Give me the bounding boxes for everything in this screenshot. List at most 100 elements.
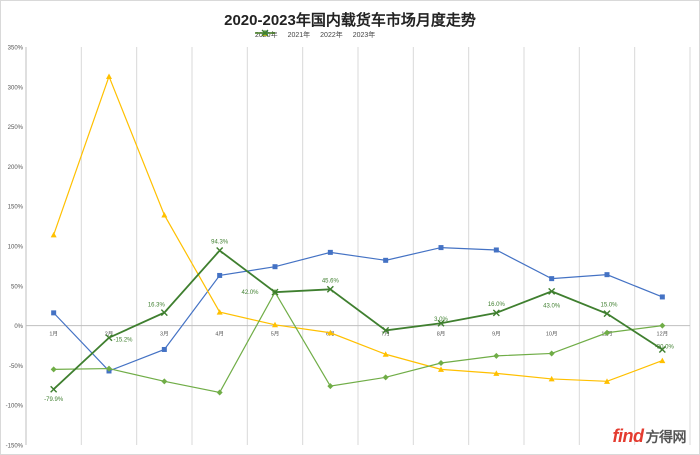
data-point bbox=[659, 357, 666, 364]
chart-legend: 2020年2021年2022年2023年 bbox=[255, 29, 375, 41]
data-point-stroke bbox=[105, 334, 113, 342]
data-point bbox=[106, 73, 112, 79]
data-point bbox=[161, 211, 168, 218]
data-point bbox=[493, 352, 500, 359]
watermark-logo-text: find bbox=[612, 426, 645, 446]
data-point bbox=[272, 264, 278, 270]
data-point bbox=[271, 288, 279, 296]
x-tick-label: 3月 bbox=[160, 331, 169, 338]
data-point-stroke bbox=[216, 247, 224, 255]
data-point bbox=[438, 245, 444, 251]
legend-label: 2021年 bbox=[287, 32, 311, 39]
data-point bbox=[216, 389, 223, 396]
data-point bbox=[492, 309, 500, 317]
y-tick-label: -100% bbox=[6, 404, 24, 410]
x-tick-label: 4月 bbox=[215, 331, 224, 338]
data-label: 42.0% bbox=[241, 290, 259, 296]
y-tick-label: 200% bbox=[8, 165, 24, 171]
x-tick-label: 2月 bbox=[105, 331, 114, 338]
x-tick-label: 9月 bbox=[492, 331, 501, 338]
data-point bbox=[382, 351, 389, 357]
data-point bbox=[327, 249, 333, 255]
y-tick-label: 350% bbox=[8, 46, 24, 52]
y-tick-label: -50% bbox=[9, 364, 24, 370]
data-point bbox=[493, 370, 500, 376]
x-tick-label: 8月 bbox=[437, 331, 446, 338]
data-point-stroke bbox=[603, 310, 611, 318]
y-tick-label: 50% bbox=[11, 284, 24, 290]
data-point bbox=[50, 231, 57, 238]
data-point-stroke bbox=[382, 326, 390, 334]
data-label: 15.0% bbox=[600, 303, 618, 309]
data-point bbox=[548, 350, 555, 357]
data-point bbox=[216, 247, 224, 255]
data-point bbox=[326, 285, 334, 293]
x-tick-label: 7月 bbox=[381, 331, 390, 338]
y-tick-label: 250% bbox=[8, 125, 24, 131]
data-point bbox=[382, 374, 389, 381]
x-tick-label: 12月 bbox=[657, 331, 669, 338]
data-label: 94.3% bbox=[211, 240, 229, 246]
data-point bbox=[438, 366, 444, 372]
data-point bbox=[438, 360, 444, 367]
data-point bbox=[549, 276, 555, 282]
data-point bbox=[272, 321, 278, 328]
watermark-brand-text: 方得网 bbox=[645, 429, 687, 445]
data-point bbox=[161, 378, 168, 385]
data-point bbox=[327, 383, 334, 390]
data-point bbox=[50, 366, 57, 373]
data-point bbox=[493, 247, 499, 253]
data-point bbox=[327, 329, 334, 336]
data-label: 16.3% bbox=[148, 303, 166, 309]
data-point bbox=[604, 272, 610, 278]
watermark-logo: find 方得网 bbox=[613, 426, 687, 447]
data-label: -30.0% bbox=[655, 344, 675, 350]
data-point bbox=[105, 334, 113, 342]
data-point bbox=[106, 365, 112, 372]
series-line bbox=[53, 74, 663, 382]
legend-label: 2022年 bbox=[320, 32, 343, 39]
data-point-stroke bbox=[326, 285, 334, 293]
data-point bbox=[604, 329, 610, 336]
series-line bbox=[53, 246, 663, 372]
data-point bbox=[216, 309, 223, 315]
data-point bbox=[603, 310, 611, 318]
data-point bbox=[160, 309, 168, 317]
legend-item: 2023年 bbox=[255, 29, 376, 40]
data-label: 43.0% bbox=[543, 303, 561, 309]
series-line bbox=[53, 290, 663, 394]
data-point bbox=[217, 272, 223, 278]
data-point bbox=[51, 310, 57, 316]
legend-label: 2023年 bbox=[352, 32, 376, 39]
y-tick-label: 0% bbox=[14, 324, 23, 330]
data-point-stroke bbox=[50, 385, 58, 393]
data-point bbox=[382, 326, 390, 334]
x-tick-label: 10月 bbox=[546, 331, 558, 338]
data-label: 45.6% bbox=[322, 278, 340, 284]
data-point bbox=[659, 294, 665, 300]
y-tick-label: 150% bbox=[8, 205, 24, 211]
data-point bbox=[437, 319, 445, 327]
data-point-stroke bbox=[437, 319, 445, 327]
data-label: 3.0% bbox=[434, 317, 448, 323]
data-label: -15.2% bbox=[113, 338, 133, 344]
data-point bbox=[659, 322, 666, 329]
data-point bbox=[161, 346, 167, 352]
x-tick-label: 1月 bbox=[49, 331, 58, 338]
chart-title: 2020-2023年国内载货车市场月度走势 bbox=[224, 12, 476, 29]
data-point-stroke bbox=[492, 309, 500, 317]
y-tick-label: 100% bbox=[8, 245, 24, 251]
y-tick-label: 300% bbox=[8, 85, 24, 91]
data-point bbox=[383, 257, 389, 263]
data-point bbox=[50, 385, 58, 393]
y-tick-label: -150% bbox=[6, 444, 24, 450]
x-tick-label: 5月 bbox=[271, 331, 280, 338]
data-point-stroke bbox=[548, 287, 556, 295]
data-point-stroke bbox=[160, 309, 168, 317]
data-point bbox=[658, 345, 666, 353]
data-point bbox=[604, 378, 610, 384]
data-point-stroke bbox=[271, 288, 279, 296]
series-line bbox=[53, 249, 663, 390]
data-label: 16.0% bbox=[488, 302, 506, 308]
